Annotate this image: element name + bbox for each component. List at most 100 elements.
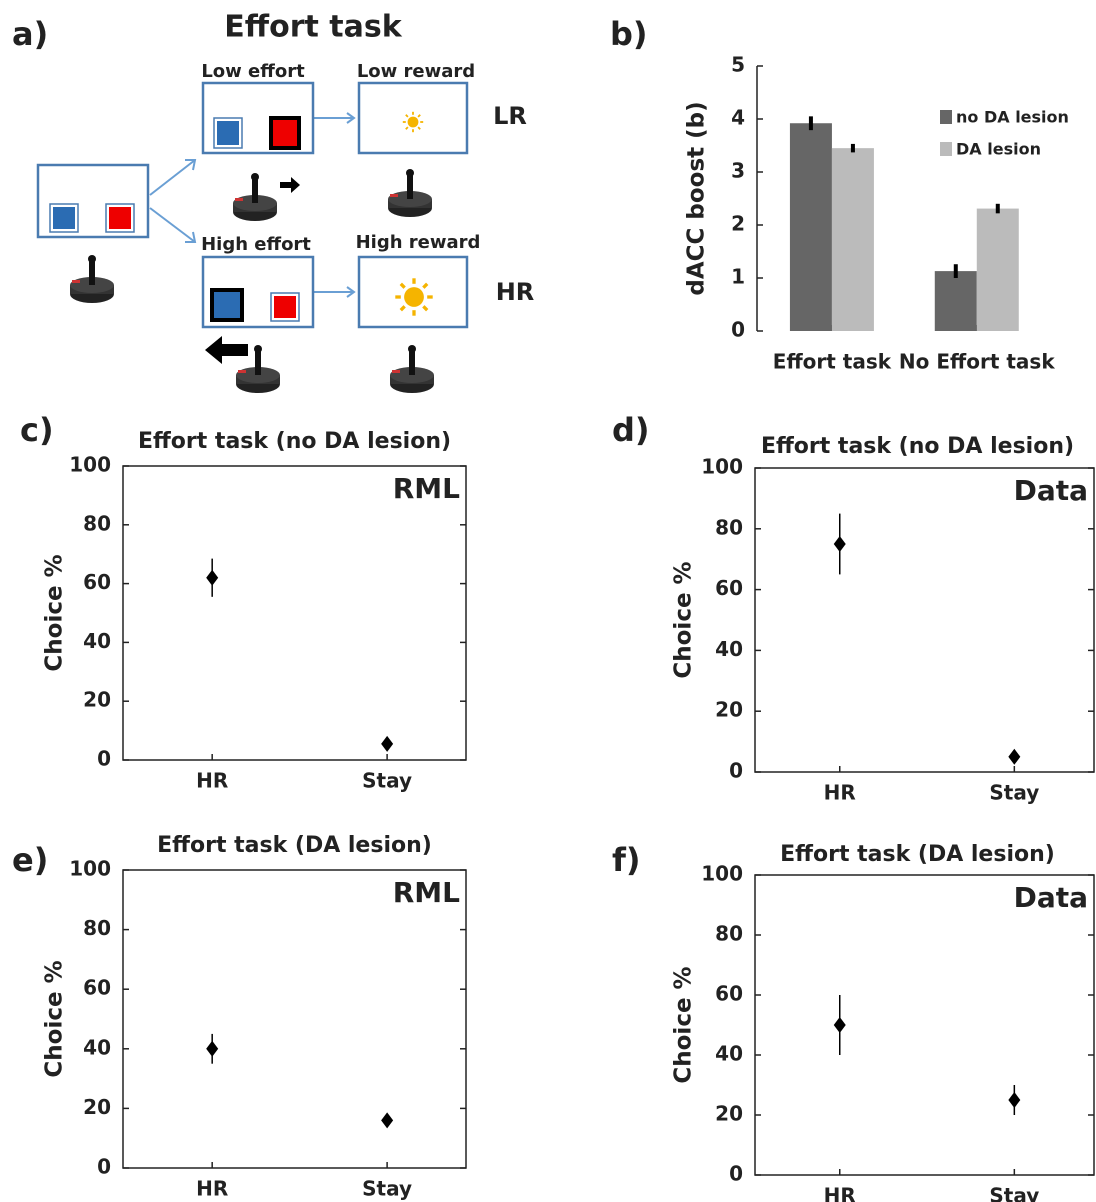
y-tick-label: 40 [83,1035,111,1059]
red-square [109,207,131,229]
y-axis-label: Choice % [671,561,697,678]
big-arrow [205,336,248,364]
point [381,1112,394,1129]
y-tick-label: 2 [731,212,745,236]
y-tick-label: 60 [83,570,111,594]
low-reward-label: Low reward [357,61,475,82]
low-effort-label: Low effort [201,61,305,82]
blue-selected [210,288,244,322]
red-selected [269,116,301,150]
small-arrow [280,177,300,193]
y-tick-label: 80 [715,922,743,946]
y-tick-label: 1 [731,265,745,289]
high-effort-label: High effort [201,234,311,255]
annotation: RML [393,472,460,505]
panel-label: d) [612,411,650,449]
legend-label: no DA lesion [956,108,1069,127]
point [833,1017,846,1033]
chart-title: Effort task (no DA lesion) [138,429,451,454]
point [206,1040,219,1057]
x-tick-label: Effort task [773,350,892,374]
bar [831,148,874,331]
joystick [70,255,114,303]
y-tick-label: 3 [731,159,745,183]
y-tick-label: 40 [715,637,743,661]
point [206,569,219,586]
annotation: RML [393,876,460,909]
x-tick-label: HR [196,769,228,793]
legend-swatch [940,142,952,156]
bar [789,123,832,332]
y-tick-label: 100 [701,862,743,886]
y-tick-label: 100 [69,453,111,477]
lr-label: LR [493,102,527,130]
y-tick-label: 60 [83,976,111,1000]
x-tick-label: No Effort task [899,350,1055,374]
x-tick-label: HR [824,781,856,805]
x-tick-label: Stay [362,1177,412,1201]
y-tick-label: 20 [715,1102,743,1126]
high-reward-label: High reward [356,232,481,253]
y-tick-label: 5 [731,53,745,77]
annotation: Data [1014,474,1088,507]
panel-a-diagram: Effort task Low effort Low reward LR Hig… [36,10,535,393]
x-tick-label: Stay [989,781,1039,805]
y-tick-label: 60 [715,576,743,600]
axes-box [754,467,1095,773]
y-tick-label: 100 [69,857,111,881]
diagram-title: Effort task [224,10,402,45]
chart-title: Effort task (no DA lesion) [761,434,1074,459]
panel-label: f) [612,841,641,879]
y-tick-label: 0 [729,1162,743,1186]
x-tick-label: HR [824,1184,856,1202]
chart-title: Effort task (DA lesion) [780,842,1055,867]
y-tick-label: 80 [83,511,111,535]
y-axis-label: Choice % [671,966,697,1083]
annotation: Data [1014,881,1088,914]
blue-square [53,207,75,229]
x-tick-label: Stay [362,769,412,793]
y-tick-label: 100 [701,455,743,479]
x-tick-label: HR [196,1177,228,1201]
point [1008,748,1021,765]
legend-label: DA lesion [956,140,1041,159]
x-tick-label: Stay [989,1184,1039,1202]
y-tick-label: 20 [715,698,743,722]
panel-label: c) [20,411,54,449]
hr-label: HR [496,278,535,306]
y-tick-label: 0 [97,1155,111,1179]
panel-label: e) [12,841,48,879]
joystick [388,169,432,217]
point [833,536,846,552]
y-axis-label: Choice % [42,960,68,1077]
y-tick-label: 0 [97,747,111,771]
flow-arrows [149,112,356,298]
joystick [233,173,277,221]
panel-label: b) [610,15,648,53]
axes-box [754,874,1095,1176]
red-square [274,296,296,318]
legend-swatch [940,110,952,124]
y-tick-label: 60 [715,982,743,1006]
point [381,735,394,752]
blue-square [217,121,239,145]
panel-label: a) [12,15,48,53]
bar [934,271,977,331]
y-tick-label: 4 [731,106,745,130]
y-tick-label: 40 [715,1042,743,1066]
chart-title: Effort task (DA lesion) [157,833,432,858]
point [1008,1092,1021,1108]
y-tick-label: 80 [83,916,111,940]
y-axis-label: dACC boost (b) [684,101,710,295]
axes-box [122,465,467,761]
axes-box [122,869,467,1169]
y-tick-label: 20 [83,1095,111,1119]
y-tick-label: 80 [715,515,743,539]
bar [976,208,1019,331]
y-tick-label: 0 [731,318,745,342]
y-axis-label: Choice % [42,554,68,671]
joystick [390,345,434,393]
y-tick-label: 0 [729,759,743,783]
y-tick-label: 20 [83,688,111,712]
